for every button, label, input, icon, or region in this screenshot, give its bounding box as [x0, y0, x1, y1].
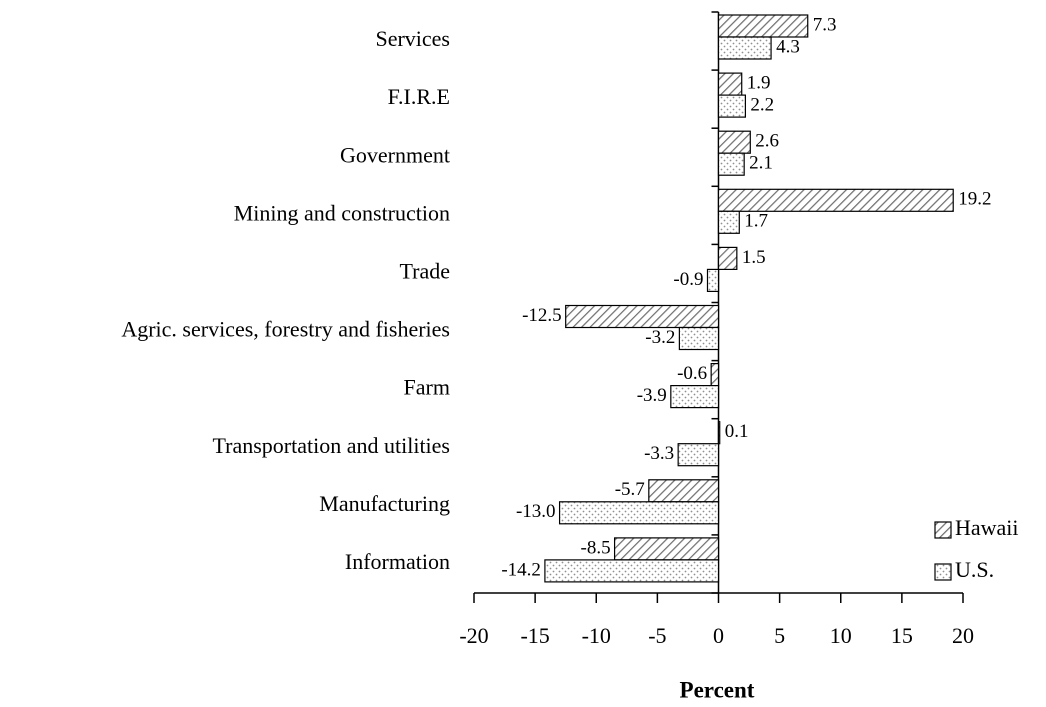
value-label: -3.9 [637, 385, 667, 406]
value-label: 2.6 [755, 131, 779, 152]
category-label: Farm [404, 375, 450, 400]
x-tick-label: 0 [713, 623, 724, 648]
x-tick-label: -20 [459, 623, 488, 648]
value-label: -0.9 [673, 269, 703, 290]
bar [677, 443, 720, 467]
value-label: -5.7 [615, 479, 645, 500]
value-label: 19.2 [958, 189, 991, 210]
bar [678, 326, 720, 351]
bar [613, 537, 720, 561]
x-tick-label: 20 [952, 623, 974, 648]
x-tick-label: -10 [582, 623, 611, 648]
value-label: 2.2 [750, 94, 774, 115]
bar [670, 385, 720, 409]
legend-swatch [934, 563, 952, 581]
category-label: F.I.R.E [388, 84, 450, 109]
legend-label: Hawaii [955, 515, 1019, 540]
bar [717, 130, 751, 154]
category-label: Government [340, 142, 450, 167]
value-label: 4.3 [776, 36, 800, 57]
bar [544, 559, 720, 583]
x-tick-label: -15 [520, 623, 549, 648]
category-label: Mining and construction [234, 200, 450, 225]
value-label: 1.9 [747, 72, 771, 93]
x-tick-label: 15 [891, 623, 913, 648]
legend-swatch [934, 521, 952, 539]
bar [717, 188, 954, 212]
bar [710, 363, 720, 387]
x-axis-label: Percent [680, 677, 755, 702]
value-label: -13.0 [516, 501, 556, 522]
bar [558, 501, 720, 525]
value-label: -3.2 [645, 327, 675, 348]
bar [717, 36, 772, 60]
bar [717, 94, 746, 118]
value-label: -0.6 [677, 363, 707, 384]
value-label: 0.1 [725, 421, 749, 442]
x-tick-label: 10 [830, 623, 852, 648]
category-label: Manufacturing [319, 491, 450, 516]
bar [717, 421, 721, 445]
value-label: 1.5 [742, 247, 766, 268]
category-label: Transportation and utilities [212, 433, 450, 458]
value-label: -14.2 [501, 559, 541, 580]
value-label: -8.5 [581, 537, 611, 558]
category-label: Agric. services, forestry and fisheries [121, 317, 450, 342]
value-label: 1.7 [744, 211, 768, 232]
bar [717, 72, 743, 96]
category-label: Trade [399, 258, 450, 283]
bar [565, 304, 720, 329]
category-label: Services [375, 26, 450, 51]
value-label: 2.1 [749, 153, 773, 174]
bar [717, 246, 738, 270]
value-label: -3.3 [644, 443, 674, 464]
bar [717, 14, 809, 38]
bar [717, 152, 745, 176]
legend-label: U.S. [955, 557, 994, 582]
category-label: Information [345, 549, 450, 574]
value-label: 7.3 [813, 14, 837, 35]
bar [717, 210, 740, 234]
x-tick-label: 5 [774, 623, 785, 648]
bar [648, 479, 720, 503]
value-label: -12.5 [522, 305, 562, 326]
bar [706, 268, 720, 292]
x-tick-label: -5 [648, 623, 666, 648]
